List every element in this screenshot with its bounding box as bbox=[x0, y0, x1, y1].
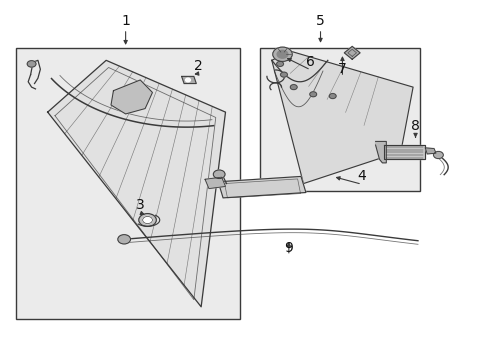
Circle shape bbox=[281, 72, 288, 77]
Text: 2: 2 bbox=[195, 59, 203, 73]
Polygon shape bbox=[111, 80, 152, 114]
Polygon shape bbox=[375, 141, 386, 163]
Polygon shape bbox=[272, 51, 413, 184]
Polygon shape bbox=[205, 177, 225, 189]
Circle shape bbox=[213, 170, 225, 179]
Circle shape bbox=[186, 78, 191, 82]
Text: 7: 7 bbox=[338, 62, 347, 76]
Circle shape bbox=[310, 92, 317, 97]
Text: 5: 5 bbox=[316, 14, 325, 28]
Text: 4: 4 bbox=[358, 170, 367, 184]
Polygon shape bbox=[344, 46, 360, 59]
Circle shape bbox=[290, 85, 297, 90]
Bar bbox=[260, 48, 420, 191]
Circle shape bbox=[273, 47, 292, 62]
Circle shape bbox=[118, 235, 130, 244]
Text: 9: 9 bbox=[284, 241, 294, 255]
Text: 1: 1 bbox=[121, 14, 130, 28]
Circle shape bbox=[143, 216, 152, 224]
Circle shape bbox=[329, 94, 336, 99]
Text: 8: 8 bbox=[411, 120, 420, 134]
Circle shape bbox=[27, 61, 36, 67]
Polygon shape bbox=[384, 145, 425, 159]
Bar bbox=[16, 48, 240, 319]
Polygon shape bbox=[425, 148, 436, 154]
Circle shape bbox=[277, 62, 284, 66]
Text: 3: 3 bbox=[136, 198, 145, 212]
Circle shape bbox=[277, 50, 288, 58]
Polygon shape bbox=[218, 176, 306, 198]
Text: 6: 6 bbox=[306, 55, 315, 69]
Circle shape bbox=[434, 152, 443, 158]
Polygon shape bbox=[48, 60, 225, 307]
Circle shape bbox=[139, 213, 156, 226]
Polygon shape bbox=[182, 76, 196, 84]
